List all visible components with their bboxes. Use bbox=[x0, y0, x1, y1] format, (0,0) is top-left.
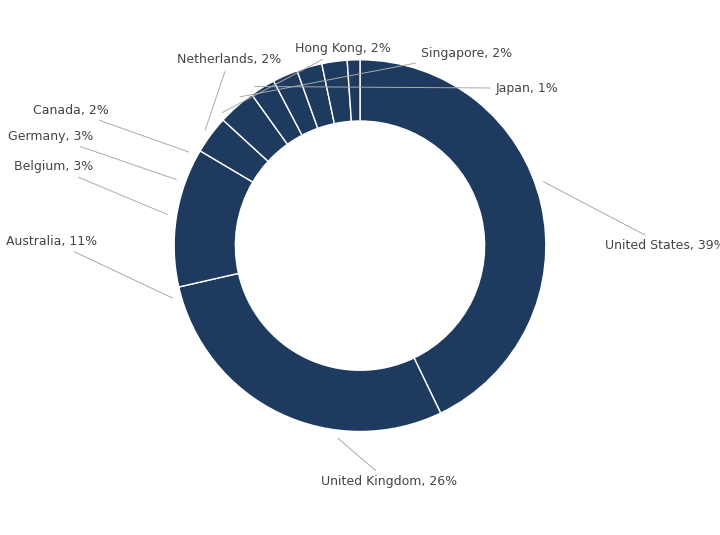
Wedge shape bbox=[179, 273, 441, 432]
Text: United States, 39%: United States, 39% bbox=[544, 182, 720, 252]
Wedge shape bbox=[252, 81, 302, 144]
Wedge shape bbox=[200, 120, 268, 182]
Text: Japan, 1%: Japan, 1% bbox=[255, 82, 558, 95]
Text: Singapore, 2%: Singapore, 2% bbox=[240, 47, 513, 97]
Text: Netherlands, 2%: Netherlands, 2% bbox=[176, 54, 281, 130]
Text: Hong Kong, 2%: Hong Kong, 2% bbox=[222, 42, 390, 113]
Wedge shape bbox=[223, 95, 287, 162]
Text: Belgium, 3%: Belgium, 3% bbox=[14, 160, 167, 215]
Wedge shape bbox=[297, 64, 334, 128]
Wedge shape bbox=[360, 60, 546, 413]
Text: Australia, 11%: Australia, 11% bbox=[6, 235, 173, 298]
Wedge shape bbox=[274, 71, 318, 135]
Wedge shape bbox=[347, 60, 360, 121]
Text: United Kingdom, 26%: United Kingdom, 26% bbox=[320, 438, 456, 488]
Wedge shape bbox=[174, 151, 253, 287]
Wedge shape bbox=[322, 60, 351, 124]
Text: Canada, 2%: Canada, 2% bbox=[33, 104, 189, 152]
Text: Germany, 3%: Germany, 3% bbox=[8, 130, 176, 180]
